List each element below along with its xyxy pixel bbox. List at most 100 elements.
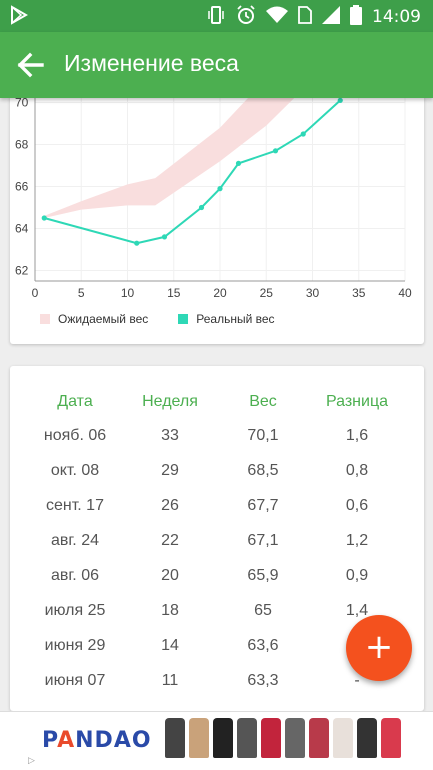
cell-week: 18: [161, 602, 179, 619]
cell-difference: 0,6: [345, 497, 369, 514]
table-row: июня 07 11 63,3 -: [10, 664, 424, 698]
weight-chart: 0 5 10 15 20 25 30 35 40 62 64 66 68 70: [15, 92, 412, 300]
y-tick-label: 66: [15, 180, 29, 194]
cell-week: 29: [161, 462, 179, 479]
cell-weight: 65,9: [247, 567, 279, 584]
wifi-icon: [266, 6, 288, 28]
actual-weight-point: [272, 148, 279, 154]
cell-difference: 0,9: [345, 567, 369, 584]
legend-expected-label: Ожидаемый вес: [58, 312, 149, 326]
ad-product-image[interactable]: [333, 718, 353, 758]
clock: 14:09: [372, 7, 421, 27]
actual-weight-point: [198, 204, 205, 211]
cell-week: 33: [161, 427, 179, 444]
table-row: авг. 24 22 67,1 1,2: [10, 524, 424, 558]
legend-expected-swatch: [40, 314, 50, 324]
cell-week: 26: [161, 497, 179, 514]
cell-date: сент. 17: [46, 497, 104, 514]
cell-weight: 63,6: [247, 637, 279, 654]
table-row: окт. 08 29 68,5 0,8: [10, 454, 424, 488]
cell-weight: 68,5: [247, 462, 279, 479]
legend-actual: Реальный вес: [178, 312, 275, 326]
page-title: Изменение веса: [64, 50, 239, 76]
actual-weight-point: [161, 234, 168, 240]
alarm-icon: [236, 5, 256, 29]
cell-difference: -: [354, 672, 360, 689]
x-tick-label: 35: [352, 286, 366, 300]
cell-date: авг. 24: [51, 532, 99, 549]
header-weight: Вес: [249, 393, 277, 410]
legend-actual-swatch: [178, 314, 189, 324]
actual-weight-point: [41, 215, 47, 221]
cell-date: июля 25: [44, 602, 106, 619]
cell-date: авг. 06: [51, 567, 99, 584]
cell-date: окт. 08: [50, 462, 100, 479]
adchoices-icon[interactable]: ▷: [28, 756, 35, 766]
ad-products[interactable]: [165, 718, 401, 758]
app-bar: Изменение веса: [0, 32, 433, 98]
table-row: июля 25 18 65 1,4: [10, 594, 424, 628]
cell-week: 22: [161, 532, 179, 549]
legend-expected: Ожидаемый вес: [40, 312, 148, 326]
ad-product-image[interactable]: [213, 718, 233, 758]
cell-date: июня 07: [44, 672, 106, 689]
table-row: нояб. 06 33 70,1 1,6: [10, 419, 424, 453]
x-tick-label: 5: [78, 286, 85, 300]
plus-icon: +: [364, 627, 394, 667]
cell-difference: 1,2: [345, 532, 369, 549]
y-tick-label: 68: [15, 138, 29, 152]
battery-icon: [350, 5, 362, 29]
cell-weight: 70,1: [247, 427, 279, 444]
ad-product-image[interactable]: [285, 718, 305, 758]
ad-product-image[interactable]: [237, 718, 257, 758]
ad-banner[interactable]: PANDAO ▷: [0, 711, 433, 770]
cell-week: 11: [161, 672, 179, 689]
cell-weight: 67,1: [247, 532, 279, 549]
y-tick-label: 70: [15, 96, 29, 110]
actual-weight-point: [337, 97, 343, 103]
x-tick-label: 0: [32, 286, 39, 300]
table-header: Дата Неделя Вес Разница: [10, 385, 424, 419]
actual-weight-point: [300, 131, 306, 137]
weight-chart-card: 0 5 10 15 20 25 30 35 40 62 64 66 68 70 Ожидаемый вес…: [10, 92, 424, 344]
cell-difference: 1,4: [345, 602, 369, 619]
x-tick-label: 10: [121, 286, 135, 300]
actual-weight-point: [235, 160, 242, 166]
table-row: июня 29 14 63,6: [10, 629, 424, 663]
arrow-left-icon[interactable]: [14, 48, 48, 82]
x-tick-label: 25: [260, 286, 274, 300]
legend-actual-label: Реальный вес: [196, 312, 275, 326]
x-tick-label: 40: [398, 286, 412, 300]
y-tick-label: 62: [15, 264, 29, 278]
ad-product-image[interactable]: [309, 718, 329, 758]
ad-product-image[interactable]: [357, 718, 377, 758]
header-date: Дата: [57, 393, 93, 410]
table-row: сент. 17 26 67,7 0,6: [10, 489, 424, 523]
actual-weight-point: [134, 240, 140, 246]
table-row: авг. 06 20 65,9 0,9: [10, 559, 424, 593]
cell-weight: 63,3: [247, 672, 279, 689]
ad-product-image[interactable]: [165, 718, 185, 758]
cell-week: 20: [161, 567, 179, 584]
x-tick-label: 30: [306, 286, 320, 300]
ad-product-image[interactable]: [189, 718, 209, 758]
cell-weight: 67,7: [247, 497, 279, 514]
add-weight-button[interactable]: +: [346, 615, 412, 681]
cell-weight: 65: [254, 602, 272, 619]
cell-week: 14: [161, 637, 179, 654]
cell-difference: 0,8: [345, 462, 369, 479]
x-tick-label: 15: [167, 286, 181, 300]
x-tick-label: 20: [213, 286, 227, 300]
header-difference: Разница: [325, 393, 389, 410]
cell-date: июня 29: [44, 637, 106, 654]
status-bar: 14:09: [0, 0, 433, 32]
sim-icon: [298, 6, 312, 28]
header-week: Неделя: [142, 393, 198, 410]
actual-weight-point: [217, 186, 223, 192]
play-store-icon: [10, 5, 29, 29]
ad-product-image[interactable]: [261, 718, 281, 758]
pandao-logo[interactable]: PANDAO: [42, 728, 152, 753]
cell-difference: 1,6: [345, 427, 369, 444]
ad-product-image[interactable]: [381, 718, 401, 758]
signal-icon: [322, 6, 340, 28]
